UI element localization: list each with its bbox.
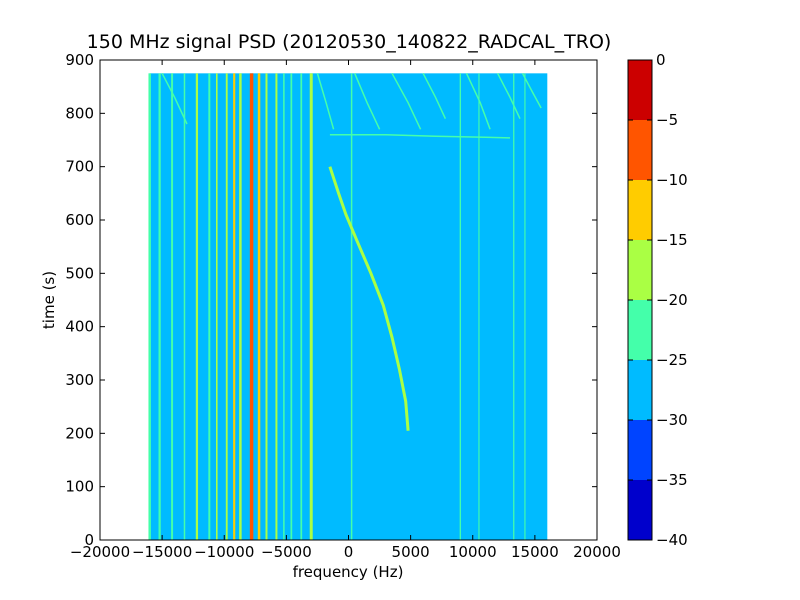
- colorbar-tick-label-5: −25: [656, 351, 688, 369]
- colorbar-tick-label-1: −5: [656, 111, 678, 129]
- plot-area: −20000 −15000 −10000 −5000 0 5000 10000 15000 20…: [65, 51, 621, 561]
- signal-trace-9: [521, 72, 542, 109]
- chart-title: 150 MHz signal PSD (20120530_140822_RADC…: [87, 31, 612, 53]
- spectral-line-20: [478, 73, 480, 540]
- signal-trace-6: [422, 72, 447, 120]
- colorbar-tick-label-3: −15: [656, 231, 688, 249]
- x-tick-label-1: −15000: [132, 543, 192, 561]
- colorbar-band-3: [628, 300, 652, 360]
- x-tick-label-0: −20000: [70, 543, 130, 561]
- spectral-line-10: [249, 73, 254, 540]
- colorbar-band-6: [628, 120, 652, 180]
- y-tick-label-9: 900: [65, 51, 94, 69]
- x-tick-label-5: 5000: [392, 543, 430, 561]
- colorbar-tick-label-2: −10: [656, 171, 688, 189]
- colorbar-tick-label-7: −35: [656, 471, 688, 489]
- spectral-line-18: [350, 73, 353, 540]
- signal-trace-2: [161, 72, 188, 125]
- signal-trace-5: [391, 72, 422, 130]
- spectral-line-1: [158, 73, 161, 540]
- y-tick-label-4: 400: [65, 318, 94, 336]
- colorbar-tick-label-8: −40: [656, 531, 688, 549]
- y-tick-label-2: 200: [65, 424, 94, 442]
- spectral-line-13: [275, 73, 278, 540]
- spectral-line-2: [171, 73, 174, 540]
- spectral-line-9: [239, 73, 242, 540]
- y-tick-label-0: 0: [84, 531, 94, 549]
- colorbar-band-0: [628, 480, 652, 540]
- colorbar-band-5: [628, 180, 652, 240]
- x-tick-label-3: −5000: [261, 543, 312, 561]
- signal-trace-0: [328, 166, 410, 431]
- spectral-line-11: [257, 73, 261, 540]
- spectral-line-15: [290, 73, 293, 540]
- spectral-line-17: [309, 73, 313, 540]
- colorbar-band-2: [628, 360, 652, 420]
- colorbar-band-4: [628, 240, 652, 300]
- colorbar: 0 −5 −10 −15 −20 −25 −30 −35 −40: [627, 51, 688, 549]
- spectral-line-6: [215, 73, 218, 540]
- spectral-line-0: [148, 73, 151, 540]
- spectral-line-3: [183, 73, 186, 540]
- spectral-line-22: [524, 73, 526, 540]
- signal-trace-4: [354, 73, 381, 130]
- colorbar-tick-label-6: −30: [656, 411, 688, 429]
- spectrogram-heatmap: [148, 72, 548, 540]
- colorbar-tick-label-0: 0: [656, 51, 666, 69]
- x-tick-label-2: −10000: [194, 543, 254, 561]
- spectral-line-16: [300, 73, 303, 540]
- y-tick-label-8: 800: [65, 104, 94, 122]
- y-tick-label-1: 100: [65, 478, 94, 496]
- colorbar-band-1: [628, 420, 652, 480]
- heatmap-background: [149, 73, 548, 540]
- x-tick-label-8: 20000: [573, 543, 621, 561]
- spectral-line-19: [459, 73, 462, 540]
- x-tick-label-6: 10000: [449, 543, 497, 561]
- spectral-line-4: [195, 73, 199, 540]
- y-axis-ticks: 0 100 200 300 400 500 600 700 800 900: [65, 51, 597, 549]
- x-axis-ticks: −20000 −15000 −10000 −5000 0 5000 10000 15000 20…: [70, 60, 621, 561]
- x-axis-label: frequency (Hz): [293, 563, 404, 581]
- spectral-line-14: [283, 73, 285, 540]
- y-tick-label-6: 600: [65, 211, 94, 229]
- signal-trace-7: [465, 72, 491, 130]
- x-tick-label-7: 15000: [511, 543, 559, 561]
- spectral-line-7: [225, 73, 228, 540]
- y-tick-label-7: 700: [65, 158, 94, 176]
- colorbar-band-7: [628, 60, 652, 120]
- colorbar-tick-label-4: −20: [656, 291, 688, 309]
- signal-trace-1: [329, 133, 511, 139]
- y-tick-label-3: 300: [65, 371, 94, 389]
- spectral-line-12: [265, 73, 268, 540]
- spectral-line-8: [233, 73, 236, 540]
- spectral-line-5: [208, 73, 211, 540]
- y-tick-label-5: 500: [65, 264, 94, 282]
- x-tick-label-4: 0: [344, 543, 354, 561]
- signal-trace-8: [496, 72, 521, 120]
- spectral-line-21: [513, 73, 515, 540]
- signal-trace-3: [316, 73, 335, 130]
- y-axis-label: time (s): [40, 271, 58, 329]
